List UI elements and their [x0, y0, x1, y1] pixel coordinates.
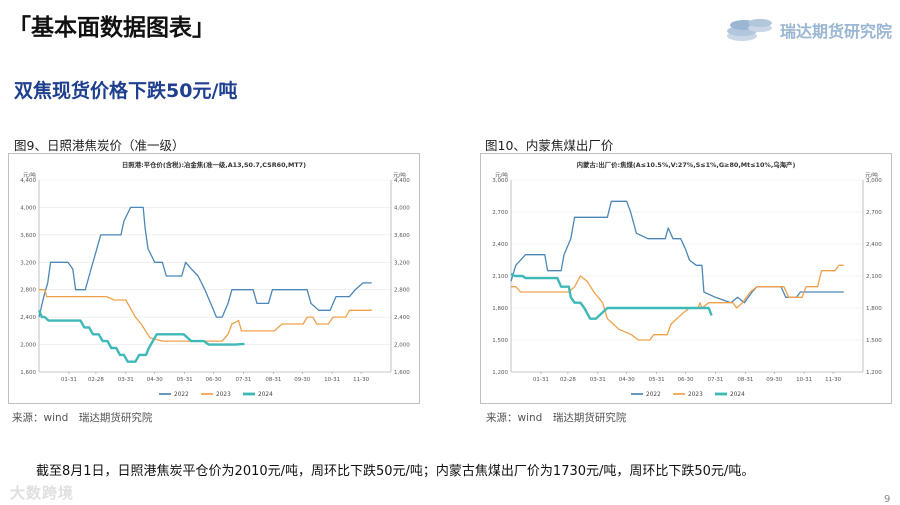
series-line-2022	[38, 206, 372, 318]
y-tick-label-left: 4,400	[20, 178, 36, 184]
x-tick-label: 10-31	[324, 377, 340, 383]
unit-label-right: 元/吨	[865, 171, 878, 179]
y-tick-label-left: 2,400	[20, 315, 36, 321]
y-tick-label-left: 1,800	[492, 306, 508, 312]
x-tick-label: 11-30	[825, 377, 841, 383]
chart1-container: 日照港:平仓价(含税):冶金焦(准一级,A13,S0.7,CSR60,MT7) 元…	[8, 153, 420, 404]
x-tick-label: 01-31	[533, 377, 549, 383]
y-tick-label-right: 4,000	[394, 205, 410, 211]
legend-label-2024: 2024	[730, 392, 745, 398]
y-tick-label-right: 2,800	[394, 288, 410, 294]
unit-label-left: 元/吨	[23, 171, 36, 179]
y-tick-label-left: 2,800	[20, 288, 36, 294]
chart1-caption: 图9、日照港焦炭价（准一级）	[14, 138, 185, 153]
y-tick-label-left: 3,200	[20, 260, 36, 266]
y-tick-label-left: 3,600	[20, 233, 36, 239]
x-tick-label: 09-30	[766, 377, 782, 383]
x-tick-label: 09-30	[294, 377, 310, 383]
chart-title: 内蒙古:出厂价:焦煤(A≤10.5%,V:27%,S≤1%,G≥80,Mt≤10…	[577, 160, 796, 169]
y-tick-label-right: 2,400	[394, 315, 410, 321]
legend-label-2023: 2023	[688, 392, 703, 398]
x-tick-label: 07-31	[235, 377, 251, 383]
chart1-source: 来源：wind 瑞达期货研究院	[12, 412, 153, 424]
y-tick-label-right: 2,700	[866, 210, 882, 216]
x-tick-label: 02-28	[560, 377, 576, 383]
x-tick-label: 05-31	[177, 377, 193, 383]
unit-label-right: 元/吨	[393, 171, 406, 179]
page-number: 9	[884, 494, 891, 505]
y-tick-label-left: 1,600	[20, 370, 36, 376]
series-line-2024	[37, 309, 245, 363]
legend-label-2024: 2024	[258, 392, 273, 398]
x-tick-label: 04-30	[619, 377, 635, 383]
x-tick-label: 11-30	[353, 377, 369, 383]
y-tick-label-right: 3,000	[866, 178, 882, 184]
x-tick-label: 03-31	[590, 377, 606, 383]
chart1-svg: 日照港:平仓价(含税):冶金焦(准一级,A13,S0.7,CSR60,MT7) 元…	[20, 160, 410, 398]
brand-logo-text: 瑞达期货研究院	[780, 22, 893, 41]
unit-label-left: 元/吨	[495, 171, 508, 179]
y-tick-label-left: 2,700	[492, 210, 508, 216]
y-tick-label-right: 1,200	[866, 370, 882, 376]
y-tick-label-right: 2,000	[394, 343, 410, 349]
y-tick-label-left: 2,100	[492, 274, 508, 280]
y-tick-label-right: 2,400	[866, 242, 882, 248]
summary-text: 截至8月1日，日照港焦炭平仓价为2010元/吨，周环比下跌50元/吨；内蒙古焦煤…	[36, 464, 755, 479]
series-line-2023	[511, 264, 844, 341]
series-line-2022	[510, 200, 844, 304]
x-tick-label: 07-31	[707, 377, 723, 383]
brand-logo: 瑞达期货研究院	[722, 6, 898, 46]
legend-label-2023: 2023	[216, 392, 231, 398]
y-tick-label-right: 4,400	[394, 178, 410, 184]
x-tick-label: 08-31	[737, 377, 753, 383]
series-line-2023	[39, 289, 372, 342]
x-tick-label: 01-31	[61, 377, 77, 383]
y-tick-label-left: 4,000	[20, 205, 36, 211]
x-tick-label: 10-31	[796, 377, 812, 383]
x-tick-label: 08-31	[265, 377, 281, 383]
section-headline: 双焦现货价格下跌50元/吨	[14, 80, 238, 102]
x-tick-label: 02-28	[88, 377, 104, 383]
chart2-svg: 内蒙古:出厂价:焦煤(A≤10.5%,V:27%,S≤1%,G≥80,Mt≤10…	[492, 160, 882, 398]
legend-label-2022: 2022	[174, 392, 189, 398]
y-tick-label-left: 2,400	[492, 242, 508, 248]
y-tick-label-right: 3,200	[394, 260, 410, 266]
chart2-container: 内蒙古:出厂价:焦煤(A≤10.5%,V:27%,S≤1%,G≥80,Mt≤10…	[480, 153, 892, 404]
x-tick-label: 04-30	[147, 377, 163, 383]
y-tick-label-right: 1,500	[866, 338, 882, 344]
watermark: 大数跨境	[10, 484, 75, 502]
page-title: 「基本面数据图表」	[8, 15, 215, 41]
y-tick-label-right: 1,600	[394, 370, 410, 376]
y-tick-label-right: 3,600	[394, 233, 410, 239]
coins-icon	[727, 19, 772, 41]
x-tick-label: 06-30	[678, 377, 694, 383]
y-tick-label-right: 2,100	[866, 274, 882, 280]
y-tick-label-left: 3,000	[492, 178, 508, 184]
chart2-source: 来源：wind 瑞达期货研究院	[486, 412, 627, 424]
x-tick-label: 03-31	[118, 377, 134, 383]
y-tick-label-left: 1,200	[492, 370, 508, 376]
y-tick-label-left: 1,500	[492, 338, 508, 344]
chart2-caption: 图10、内蒙焦煤出厂价	[485, 138, 614, 153]
legend-label-2022: 2022	[646, 392, 661, 398]
y-tick-label-right: 1,800	[866, 306, 882, 312]
y-tick-label-left: 2,000	[20, 343, 36, 349]
chart-title: 日照港:平仓价(含税):冶金焦(准一级,A13,S0.7,CSR60,MT7)	[122, 160, 306, 169]
series-line-2024	[510, 272, 713, 320]
x-tick-label: 05-31	[649, 377, 665, 383]
x-tick-label: 06-30	[206, 377, 222, 383]
